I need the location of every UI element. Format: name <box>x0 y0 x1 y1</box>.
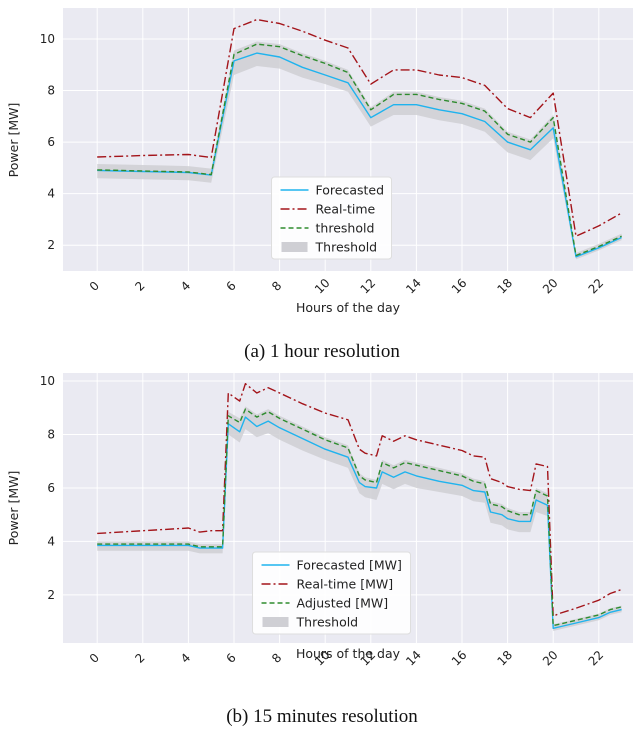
x-tick-label: 22 <box>586 276 607 297</box>
x-tick-label: 20 <box>540 648 561 669</box>
chart-0: 2 4 6 8 10 0 2 4 6 8 10 12 14 16 18 20 22 Hours of the da… <box>6 8 633 362</box>
x-tick-label: 4 <box>178 279 193 294</box>
y-tick-label: 6 <box>47 481 55 495</box>
legend-box <box>252 551 412 635</box>
series-line-realtime <box>97 383 622 617</box>
x-tick-label: 4 <box>178 651 193 666</box>
x-tick-label: 6 <box>224 651 239 666</box>
y-tick-label: 4 <box>47 534 55 548</box>
series-line-forecast <box>97 416 622 629</box>
y-tick-label: 6 <box>47 135 55 149</box>
legend: Forecasted Real-time threshold Threshold <box>271 176 393 260</box>
x-tick-label: 18 <box>494 648 515 669</box>
y-tick-label: 10 <box>40 374 55 388</box>
x-axis-label: Hours of the day <box>296 646 401 661</box>
figure-caption: (a) 1 hour resolution <box>244 341 400 362</box>
x-tick-label: 16 <box>449 276 470 297</box>
legend-label: Threshold <box>315 240 378 255</box>
x-tick-label: 14 <box>403 648 424 669</box>
legend-label: Forecasted <box>316 183 385 198</box>
series-line-realtime <box>97 18 622 237</box>
x-tick-label: 2 <box>132 651 147 666</box>
legend-label: Real-time <box>316 202 376 217</box>
y-tick-label: 2 <box>47 588 55 602</box>
y-axis-label: Power [MW] <box>6 471 21 546</box>
x-tick-label: 12 <box>358 276 379 297</box>
y-axis-label: Power [MW] <box>6 103 21 178</box>
x-tick-label: 10 <box>312 276 333 297</box>
x-tick-label: 6 <box>224 279 239 294</box>
y-tick-label: 4 <box>47 187 55 201</box>
series-line-adjusted <box>97 43 622 257</box>
series-line-adjusted <box>97 408 622 627</box>
x-tick-label: 8 <box>269 279 284 294</box>
legend-label: Adjusted [MW] <box>297 596 389 611</box>
legend-swatch-threshold <box>262 617 289 627</box>
series-line-forecast <box>97 52 622 258</box>
y-tick-label: 8 <box>47 84 55 98</box>
y-tick-label: 10 <box>40 32 55 46</box>
x-tick-label: 22 <box>586 648 607 669</box>
x-tick-label: 20 <box>540 276 561 297</box>
x-tick-label: 16 <box>449 648 470 669</box>
legend-label: threshold <box>316 221 375 236</box>
legend-box <box>271 176 393 260</box>
threshold-band <box>97 406 622 631</box>
figure-caption: (b) 15 minutes resolution <box>226 706 418 727</box>
legend-label: Threshold <box>296 615 359 630</box>
y-tick-label: 2 <box>47 238 55 252</box>
x-tick-label: 8 <box>269 651 284 666</box>
x-tick-label: 0 <box>87 279 102 294</box>
legend-label: Real-time [MW] <box>297 577 394 592</box>
x-tick-label: 18 <box>494 276 515 297</box>
x-axis-label: Hours of the day <box>296 300 401 315</box>
x-tick-label: 0 <box>87 651 102 666</box>
y-tick-label: 8 <box>47 427 55 441</box>
legend: Forecasted [MW] Real-time [MW] Adjusted [M… <box>252 551 412 635</box>
legend-swatch-threshold <box>281 242 308 252</box>
legend-label: Forecasted [MW] <box>297 558 402 573</box>
x-tick-label: 14 <box>403 276 424 297</box>
threshold-band <box>97 41 622 260</box>
x-tick-label: 2 <box>132 279 147 294</box>
